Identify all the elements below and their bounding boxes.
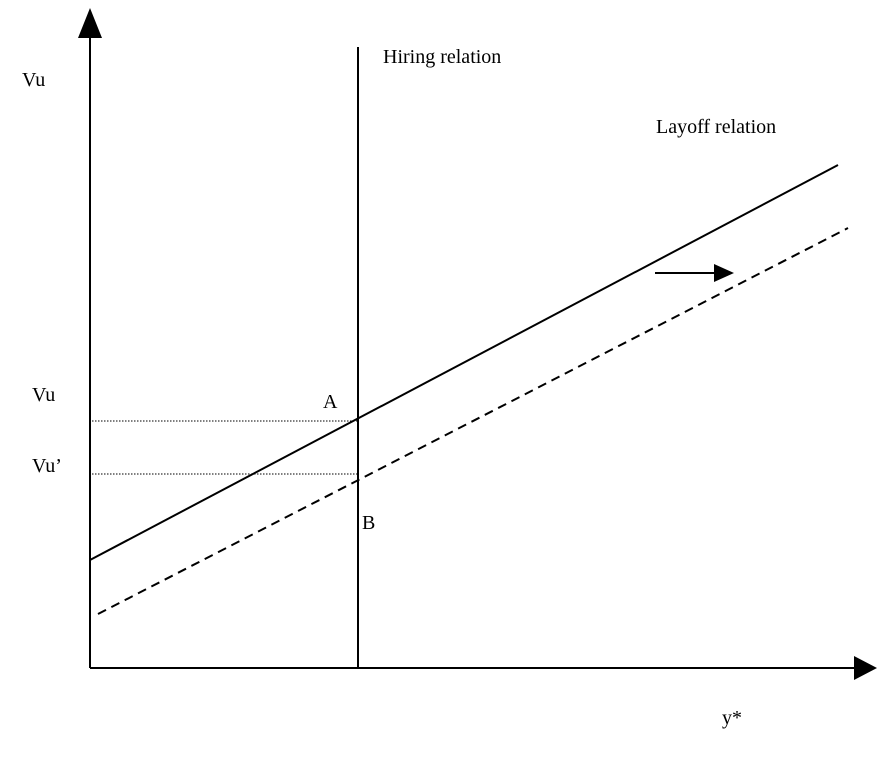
- y-axis-arrow: [78, 8, 102, 38]
- shifted-layoff-line: [97, 227, 849, 615]
- level-label: Vu: [32, 384, 55, 406]
- level-label: Vu’: [32, 455, 62, 477]
- shift-arrow-head: [714, 264, 734, 282]
- layoff-label: Layoff relation: [656, 116, 776, 138]
- point-label: B: [362, 512, 375, 534]
- layoff-line: [89, 164, 839, 561]
- x-axis-label: y*: [722, 707, 742, 729]
- point-label: A: [323, 391, 338, 413]
- y-axis-label: Vu: [22, 69, 45, 91]
- x-axis-arrow: [854, 656, 877, 680]
- hiring-label: Hiring relation: [383, 46, 501, 68]
